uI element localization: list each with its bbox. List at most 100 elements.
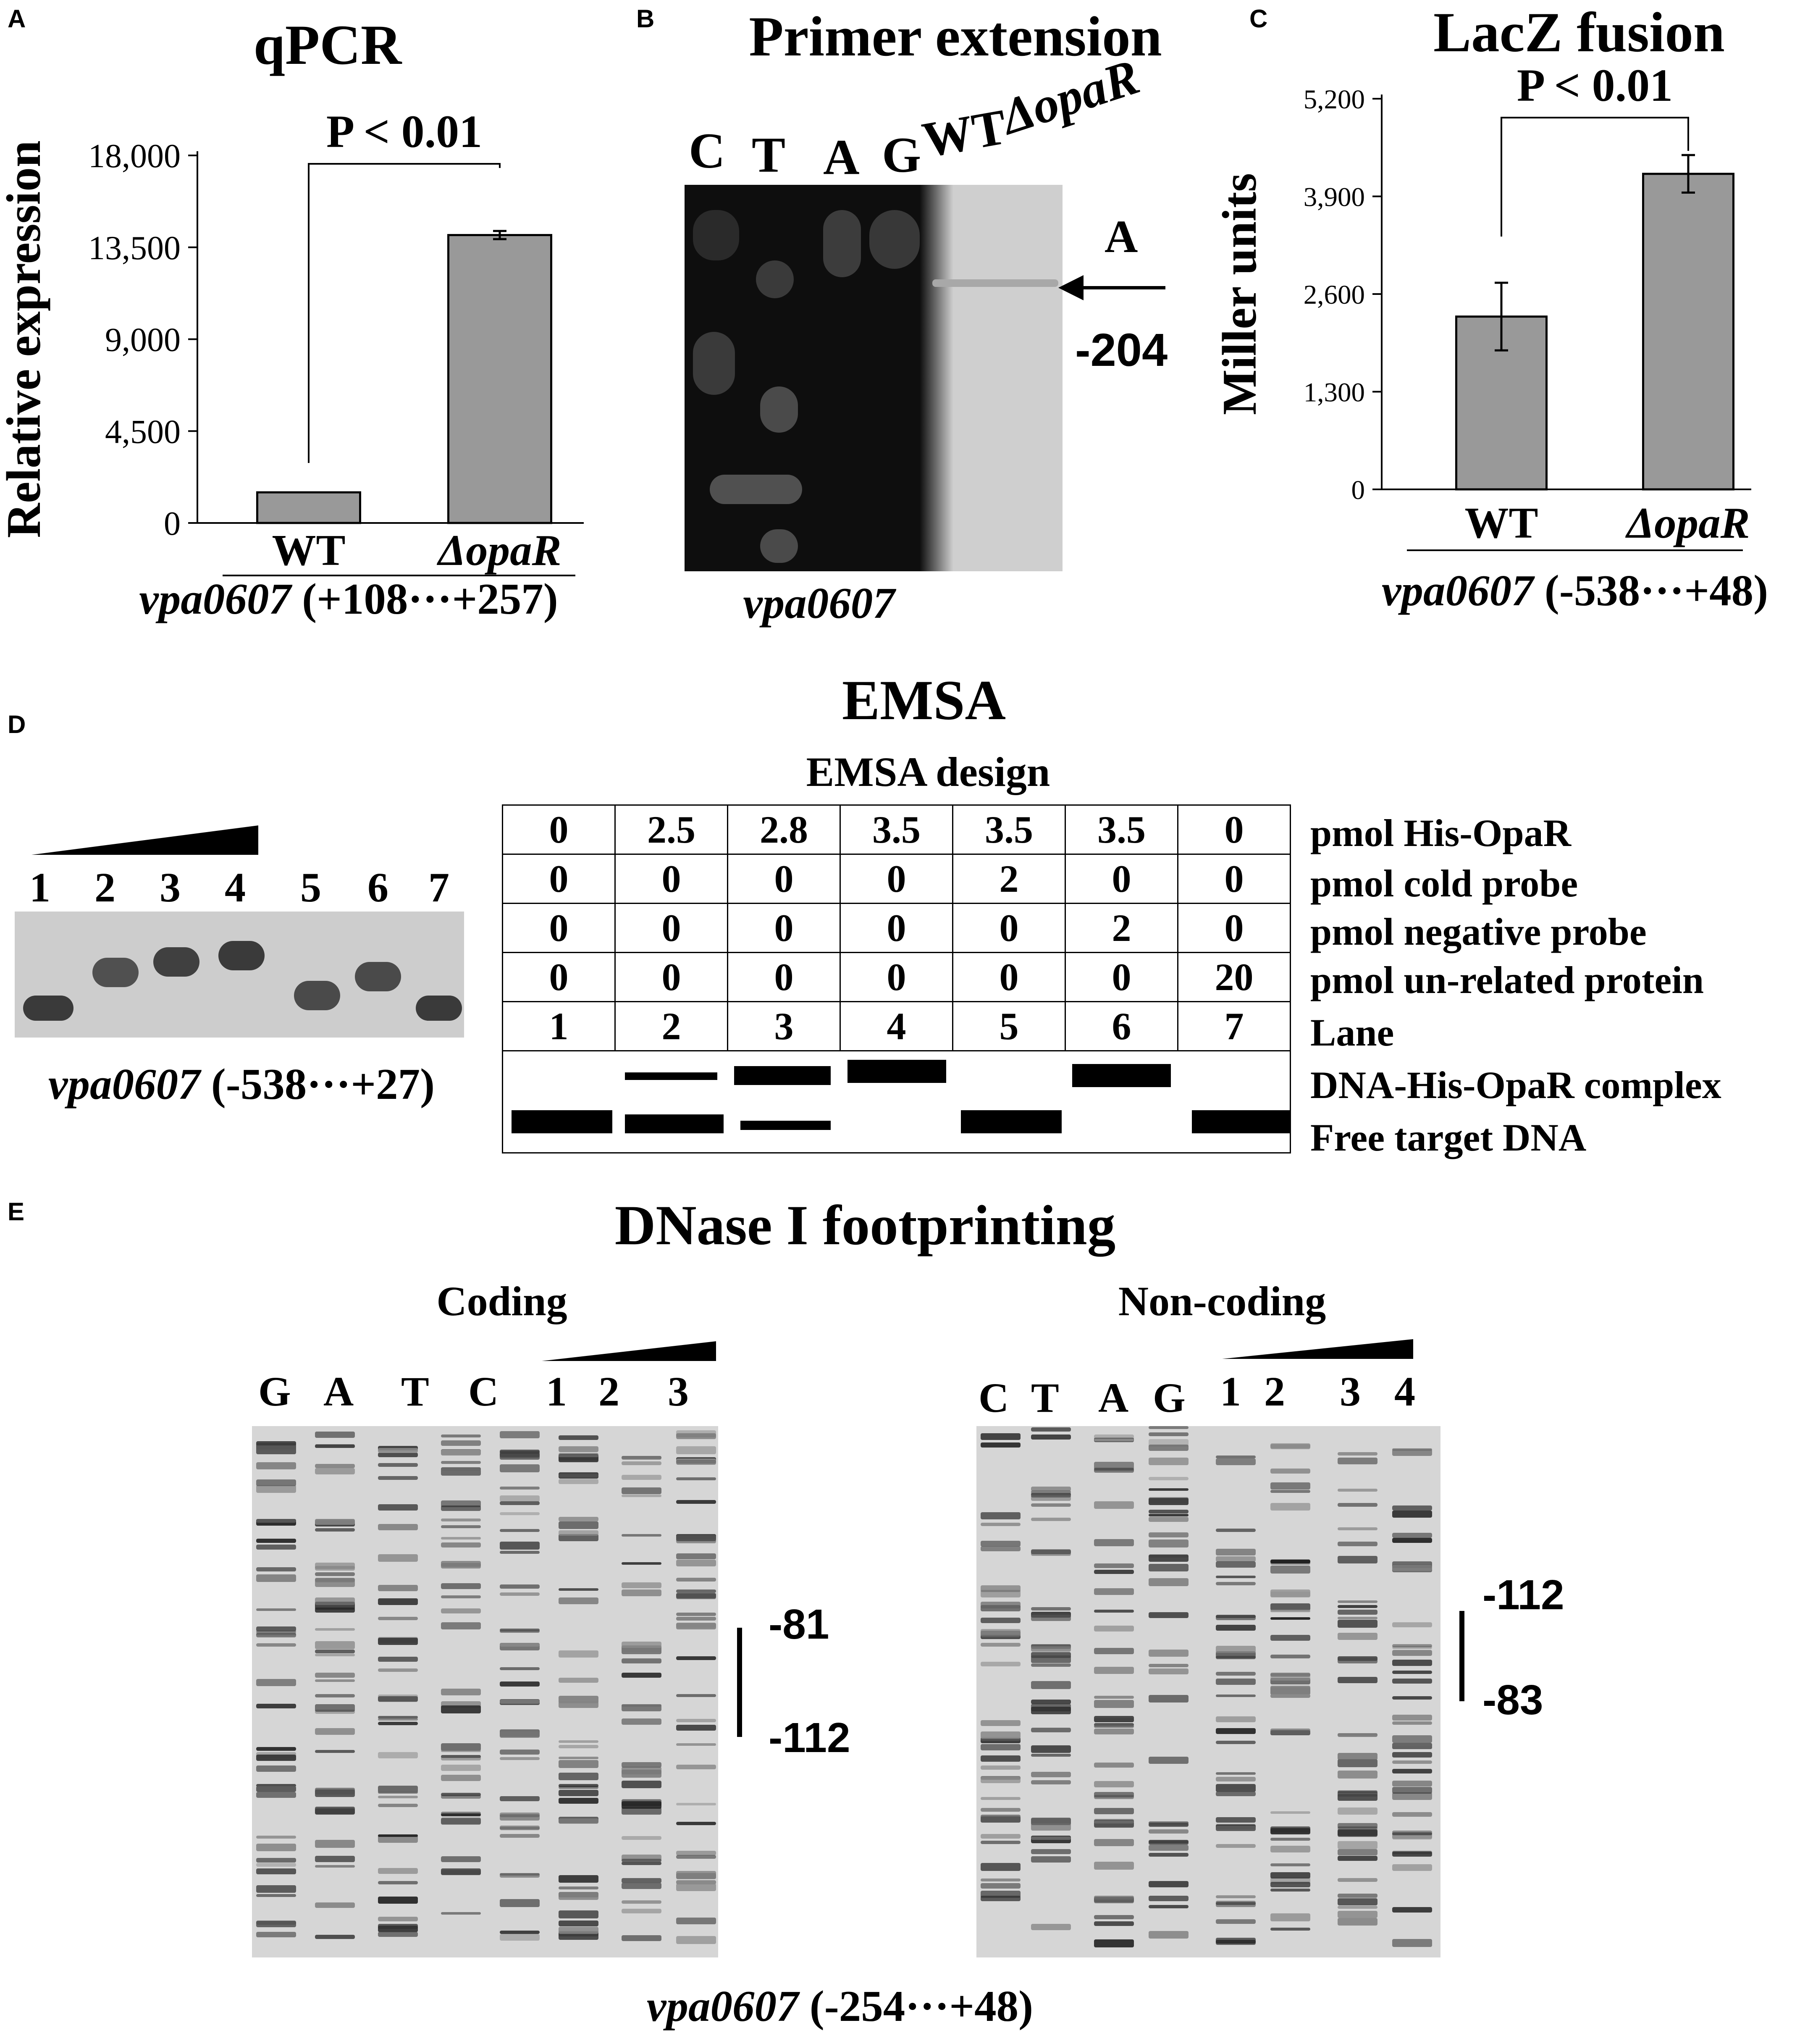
gel-band — [1031, 1663, 1071, 1667]
gel-band — [1216, 1615, 1256, 1618]
gel-band — [981, 1808, 1021, 1812]
ladder-blob — [869, 210, 920, 269]
bar — [256, 491, 361, 524]
gel-band — [315, 1528, 355, 1532]
coding-lane-t: T — [401, 1368, 429, 1415]
ladder-blob — [760, 529, 798, 563]
complex-schematic-bar — [847, 1060, 946, 1083]
gel-band — [1094, 1839, 1134, 1846]
table-cell: 7 — [1177, 1001, 1291, 1051]
gel-band — [1031, 1849, 1071, 1854]
gel-band — [1149, 1540, 1189, 1547]
gel-band — [676, 1855, 716, 1859]
gel-band — [1392, 1752, 1432, 1758]
gel-band — [315, 1704, 355, 1712]
coding-mark-bottom: -112 — [769, 1714, 850, 1761]
gel-band — [256, 1766, 296, 1772]
gel-band — [315, 1468, 355, 1474]
gel-band — [1094, 1781, 1134, 1787]
bar — [1642, 173, 1734, 491]
gel-band — [256, 1747, 296, 1751]
gel-band — [1338, 1610, 1377, 1615]
gel-band — [1094, 1438, 1134, 1442]
noncoding-lane-g: G — [1153, 1374, 1186, 1421]
gel-band — [622, 1718, 661, 1725]
gel-band — [378, 1617, 418, 1620]
gel-band — [676, 1656, 716, 1660]
gel-band — [1270, 1566, 1310, 1574]
panel-e-title: DNase I footprinting — [614, 1194, 1116, 1257]
gel-band — [1216, 1895, 1256, 1898]
gel-band — [622, 1456, 661, 1460]
gel-band — [500, 1629, 540, 1632]
coding-lane-c: C — [468, 1368, 499, 1415]
gel-band — [378, 1932, 418, 1937]
table-cell: 3.5 — [840, 804, 953, 855]
gel-band — [256, 1462, 296, 1469]
gel-band — [559, 1597, 598, 1604]
gel-band — [559, 1757, 598, 1759]
gel-band — [1270, 1811, 1310, 1814]
gel-band — [378, 1718, 418, 1721]
gel-band — [1031, 1503, 1071, 1507]
gel-band — [378, 1598, 418, 1605]
gel-band — [441, 1440, 481, 1446]
gel-band — [1270, 1482, 1310, 1490]
gel-band — [1392, 1715, 1432, 1721]
gel-band — [981, 1541, 1021, 1547]
gel-band — [1338, 1791, 1377, 1797]
y-tick-label: 2,600 — [1304, 280, 1365, 310]
gel-band — [256, 1844, 296, 1851]
free-schematic-bar — [1192, 1110, 1291, 1133]
coding-footprint-gel — [252, 1426, 718, 1957]
gel-band — [622, 1534, 661, 1537]
gel-band — [1270, 1635, 1310, 1641]
row-label-complex: DNA-His-OpaR complex — [1310, 1064, 1721, 1106]
gel-band — [1149, 1668, 1189, 1674]
coding-protected-region-bar — [737, 1628, 742, 1737]
row-label-his-opar: pmol His-OpaR — [1310, 812, 1572, 854]
gel-band — [1338, 1753, 1377, 1760]
gel-band — [981, 1618, 1021, 1623]
gel-band — [378, 1696, 418, 1702]
gel-band — [315, 1654, 355, 1656]
gel-band — [441, 1563, 481, 1567]
table-row: 0 2.5 2.8 3.5 3.5 3.5 0 — [502, 804, 1291, 855]
noncoding-mark-bottom: -83 — [1482, 1676, 1543, 1723]
gel-band — [1149, 1426, 1189, 1429]
gel-band — [1094, 1795, 1134, 1799]
gel-band — [441, 1434, 481, 1437]
table-cell: 5 — [952, 1001, 1066, 1051]
table-row — [502, 1050, 1291, 1153]
gel-band — [1094, 1648, 1134, 1654]
gel-band — [1338, 1849, 1377, 1855]
gel-band — [500, 1450, 540, 1453]
panel-b-title: Primer extension — [749, 5, 1162, 68]
gel-band — [1216, 1646, 1256, 1653]
gel-band — [1149, 1757, 1189, 1764]
gel-band — [1392, 1679, 1432, 1684]
gel-band — [559, 1479, 598, 1484]
row-label-free-dna: Free target DNA — [1310, 1116, 1587, 1159]
gel-band — [559, 1521, 598, 1529]
gel-band — [1216, 1656, 1256, 1658]
gel-band — [1338, 1617, 1377, 1619]
coding-lane-1: 1 — [546, 1368, 567, 1415]
free-schematic-bar — [512, 1110, 612, 1133]
gel-band — [1031, 1836, 1071, 1840]
coding-mark-top: -81 — [769, 1601, 829, 1648]
gel-band — [559, 1530, 598, 1536]
gel-band — [559, 1818, 598, 1824]
gel-band — [1149, 1578, 1189, 1586]
gel-band — [1270, 1603, 1310, 1611]
gel-band — [1031, 1607, 1071, 1611]
gel-band — [981, 1896, 1021, 1901]
gel-band — [1392, 1646, 1432, 1649]
gel-band — [1031, 1490, 1071, 1494]
gel-band — [1149, 1823, 1189, 1827]
gel-band — [315, 1628, 355, 1631]
gel-band — [559, 1745, 598, 1748]
gel-band — [622, 1487, 661, 1494]
gel-band — [1149, 1555, 1189, 1562]
gel-band — [559, 1435, 598, 1440]
